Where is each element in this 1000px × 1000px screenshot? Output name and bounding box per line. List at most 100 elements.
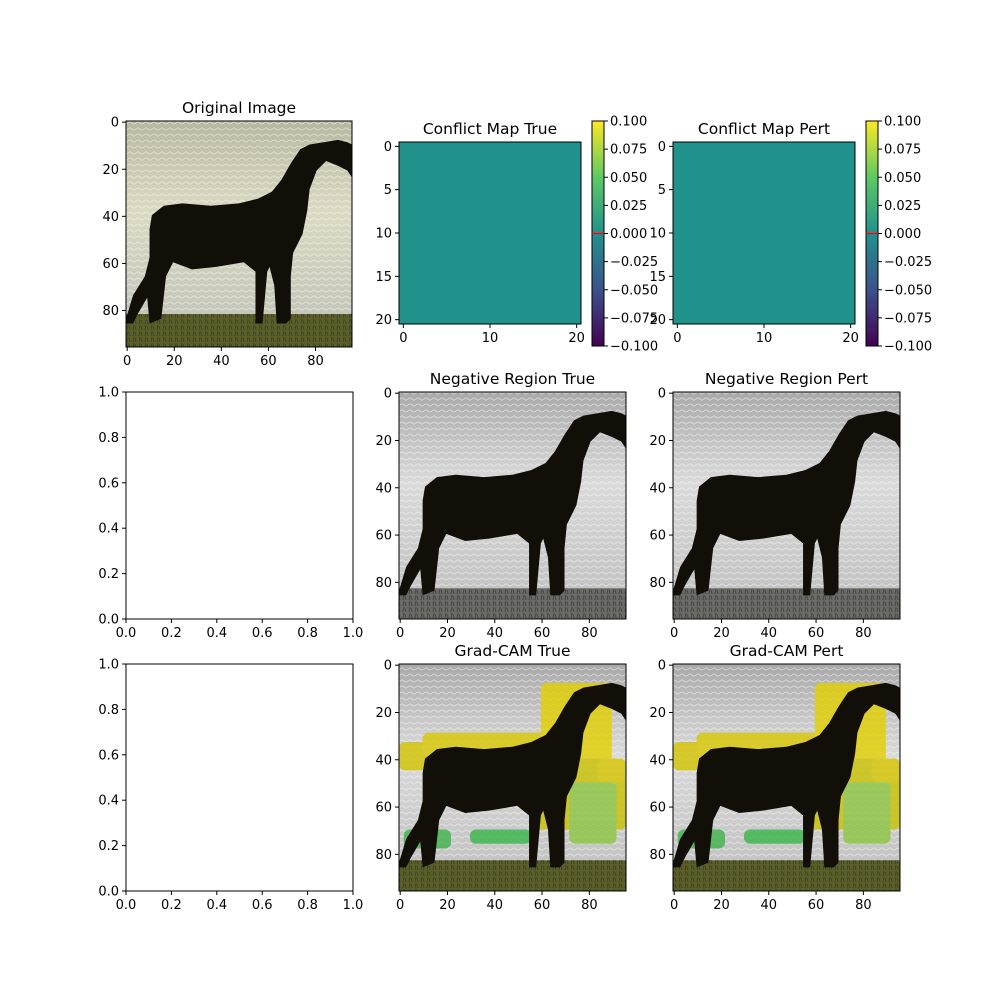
heat-blob [843, 782, 891, 844]
y-tick-label: 40 [649, 481, 666, 496]
colorbar-tick-label: 0.075 [884, 143, 921, 158]
colorbar-tick-label: −0.025 [884, 255, 932, 270]
colorbar-tick-label: −0.100 [610, 340, 658, 355]
y-tick-label: 0 [384, 140, 392, 155]
panel-title: Grad-CAM Pert [730, 642, 844, 660]
heat-blob [743, 829, 806, 844]
heatmap-cells [673, 142, 855, 324]
x-tick-label: 20 [568, 331, 585, 346]
y-tick-label: 5 [384, 183, 392, 198]
colorbar: 0.100 0.075 0.050 0.025 0.000 −0.025 −0.050 −0.… [591, 115, 658, 355]
y-tick-label: 15 [375, 270, 392, 285]
y-tick-label: 20 [649, 313, 666, 328]
image-content [126, 121, 352, 347]
heat-blob [871, 758, 900, 783]
y-tick-label: 0.8 [98, 703, 119, 718]
colorbar-tick-label: 0.100 [884, 115, 921, 130]
y-tick-label: 0.4 [98, 794, 119, 809]
x-tick-label: 0.2 [161, 898, 182, 913]
colorbar-tick-label: 0.050 [884, 171, 921, 186]
y-tick-label: 40 [375, 481, 392, 496]
x-tick-label: 20 [166, 354, 183, 369]
y-tick-label: 60 [375, 801, 392, 816]
colorbar-tick-label: 0.000 [884, 227, 921, 242]
x-tick-label: 1.0 [343, 898, 364, 913]
x-tick-label: 20 [439, 626, 456, 641]
x-tick-label: 10 [756, 331, 773, 346]
panel-title: Original Image [182, 99, 296, 117]
panel-title: Negative Region True [430, 370, 595, 388]
colorbar-tick-label: −0.025 [610, 255, 658, 270]
x-tick-label: 0 [670, 898, 678, 913]
x-tick-label: 20 [713, 626, 730, 641]
x-tick-label: 80 [581, 626, 598, 641]
colorbar-tick-label: 0.075 [610, 143, 647, 158]
axes-frame [125, 120, 353, 348]
y-tick-label: 10 [649, 227, 666, 242]
y-tick-label: 0 [658, 140, 666, 155]
x-tick-label: 0 [123, 354, 131, 369]
x-tick-label: 0 [673, 331, 681, 346]
x-tick-label: 60 [808, 626, 825, 641]
panel-title: Conflict Map True [423, 120, 557, 138]
panel-title: Conflict Map Pert [698, 120, 830, 138]
x-tick-label: 40 [760, 898, 777, 913]
y-tick-label: 80 [649, 576, 666, 591]
y-tick-label: 0.0 [98, 885, 119, 900]
y-tick-label: 80 [102, 304, 119, 319]
y-tick-label: 60 [102, 257, 119, 272]
colorbar-tick-label: 0.100 [610, 115, 647, 130]
axes-frame [125, 663, 354, 892]
x-tick-label: 10 [482, 331, 499, 346]
image-content [399, 664, 626, 891]
axes-frame [398, 391, 627, 620]
x-tick-label: 40 [213, 354, 230, 369]
x-tick-label: 40 [760, 626, 777, 641]
x-tick-label: 0.4 [206, 626, 227, 641]
y-tick-label: 15 [649, 270, 666, 285]
axes-frame [398, 663, 627, 892]
image-content [399, 392, 626, 619]
y-tick-label: 40 [102, 210, 119, 225]
y-tick-label: 20 [102, 163, 119, 178]
y-tick-label: 0 [658, 659, 666, 674]
y-tick-label: 0.6 [98, 748, 119, 763]
y-tick-label: 0.8 [98, 431, 119, 446]
axes-frame [125, 391, 354, 620]
axes-frame [672, 391, 901, 620]
axes-frame [672, 663, 901, 892]
panel-p10: 0.0 0.2 0.4 0.6 0.8 1.0 0.0 0.2 0.4 0.6 0.8 1.0 [98, 386, 363, 642]
colorbar-tick-label: 0.025 [884, 199, 921, 214]
x-tick-label: 0.8 [297, 626, 318, 641]
y-tick-label: 20 [375, 434, 392, 449]
y-tick-label: 80 [649, 848, 666, 863]
y-tick-label: 0 [384, 659, 392, 674]
x-tick-label: 0 [399, 331, 407, 346]
y-tick-label: 0 [384, 387, 392, 402]
x-tick-label: 40 [486, 898, 503, 913]
grass-texture [399, 860, 626, 891]
x-tick-label: 0.0 [116, 626, 137, 641]
panel-p21: 0 20 40 60 80 0 20 40 60 80 Grad-CAM True [375, 642, 627, 913]
y-tick-label: 20 [375, 706, 392, 721]
image-content [673, 664, 900, 891]
y-tick-label: 0.2 [98, 839, 119, 854]
colorbar-tick-label: 0.025 [610, 199, 647, 214]
x-tick-label: 0.2 [161, 626, 182, 641]
y-tick-label: 20 [375, 313, 392, 328]
panel-p00: 0 20 40 60 80 0 20 40 60 80 Original Image [102, 99, 353, 369]
y-tick-label: 0 [658, 387, 666, 402]
panel-p12: 0 20 40 60 80 0 20 40 60 80 Negative Region Pert [649, 370, 901, 641]
colorbar-tick-label: −0.075 [610, 311, 658, 326]
y-tick-label: 0.6 [98, 476, 119, 491]
x-tick-label: 80 [307, 354, 324, 369]
y-tick-label: 10 [375, 227, 392, 242]
y-tick-label: 60 [649, 801, 666, 816]
panel-title: Grad-CAM True [455, 642, 571, 660]
x-tick-label: 60 [260, 354, 277, 369]
heat-blob [469, 829, 532, 844]
grass-texture [673, 860, 900, 891]
colorbar-tick-label: 0.050 [610, 171, 647, 186]
colorbar-tick-label: −0.075 [884, 311, 932, 326]
